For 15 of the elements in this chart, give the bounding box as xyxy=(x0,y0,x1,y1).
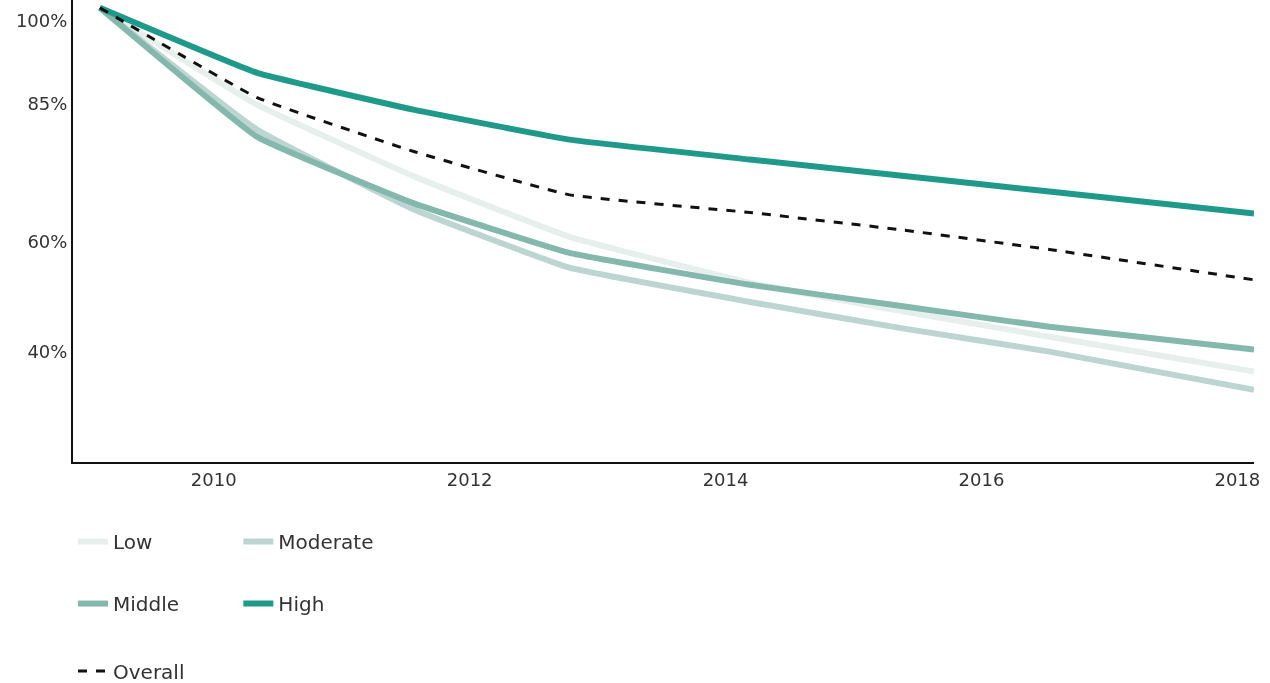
x-tick-label: 2016 xyxy=(958,468,1005,490)
x-tick-label: 2018 xyxy=(1214,468,1261,490)
legend-label: Moderate xyxy=(278,530,374,555)
y-tick-label: 60% xyxy=(27,230,68,252)
legend-label: Middle xyxy=(113,592,180,617)
legend-label: High xyxy=(278,592,325,617)
legend-label: Low xyxy=(113,530,153,555)
x-tick-label: 2012 xyxy=(446,468,493,490)
y-tick-label: 85% xyxy=(27,92,68,114)
x-tick-label: 2010 xyxy=(190,468,237,490)
legend-label: Overall xyxy=(113,659,185,683)
y-tick-label: 40% xyxy=(27,340,68,362)
x-tick-label: 2014 xyxy=(702,468,749,490)
line-series xyxy=(98,6,1254,282)
y-tick-label: 100% xyxy=(15,9,68,31)
